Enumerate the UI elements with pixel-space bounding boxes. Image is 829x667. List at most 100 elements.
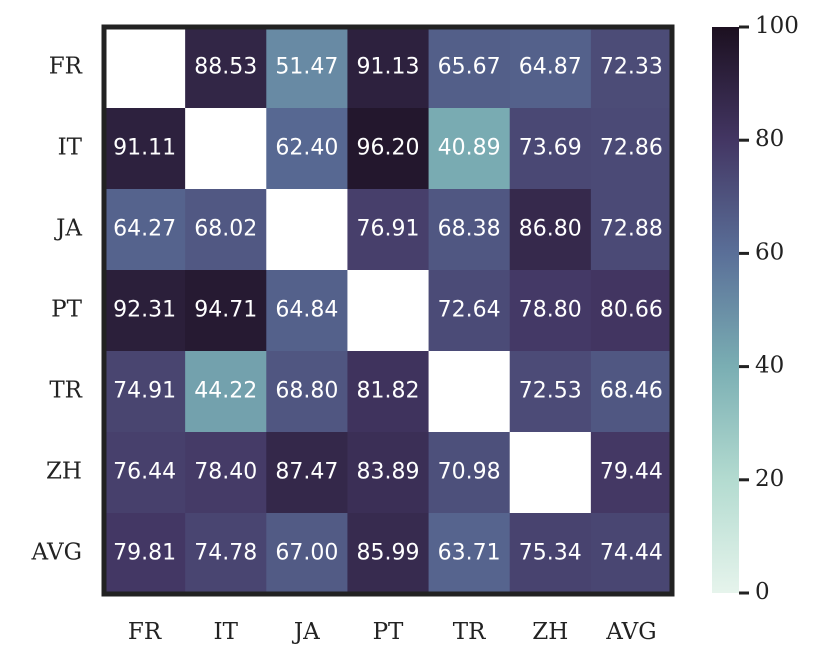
empty-cell bbox=[104, 27, 186, 109]
heatmap-cell bbox=[266, 270, 348, 352]
colorbar-tick-label: 0 bbox=[755, 579, 770, 605]
heatmap-cell bbox=[104, 270, 186, 352]
heatmap-cell bbox=[590, 189, 673, 271]
cell-label: 79.81 bbox=[113, 541, 176, 566]
cell-label: 68.02 bbox=[194, 217, 257, 242]
heatmap-cell bbox=[347, 351, 430, 433]
cell-label: 91.11 bbox=[113, 136, 176, 161]
cell-label: 79.44 bbox=[600, 460, 663, 485]
heatmap-cell bbox=[509, 108, 592, 190]
cell-label: 64.84 bbox=[275, 298, 338, 323]
empty-cell bbox=[266, 189, 348, 271]
heatmap-border bbox=[101, 24, 675, 597]
heatmap-cell bbox=[185, 189, 267, 271]
colorbar-tick-label: 40 bbox=[755, 353, 784, 379]
colorbar-tick-label: 80 bbox=[755, 126, 784, 152]
cell-label: 78.80 bbox=[519, 298, 582, 323]
heatmap-cell bbox=[104, 108, 186, 190]
cell-label: 72.88 bbox=[600, 217, 663, 242]
y-tick-label: ZH bbox=[46, 459, 82, 485]
heatmap-cell bbox=[266, 27, 348, 109]
empty-cell bbox=[509, 432, 592, 514]
x-tick-label: PT bbox=[373, 619, 404, 645]
heatmap-cell bbox=[509, 513, 592, 595]
heatmap-cell bbox=[590, 27, 673, 109]
heatmap-cell bbox=[428, 432, 511, 514]
cell-label: 72.53 bbox=[519, 379, 582, 404]
heatmap-cell bbox=[428, 27, 511, 109]
heatmap-cell bbox=[185, 351, 267, 433]
cell-label: 78.40 bbox=[194, 460, 257, 485]
heatmap-cell bbox=[266, 513, 348, 595]
cell-label: 40.89 bbox=[438, 136, 501, 161]
cell-label: 44.22 bbox=[194, 379, 257, 404]
heatmap-cell bbox=[428, 108, 511, 190]
cell-label: 87.47 bbox=[275, 460, 338, 485]
heatmap-cell bbox=[347, 27, 430, 109]
cell-label: 75.34 bbox=[519, 541, 582, 566]
colorbar-tick-label: 20 bbox=[755, 466, 784, 492]
cell-label: 72.33 bbox=[600, 55, 663, 80]
cell-label: 62.40 bbox=[275, 136, 338, 161]
cell-label: 74.78 bbox=[194, 541, 257, 566]
cell-label: 76.91 bbox=[357, 217, 420, 242]
empty-cell bbox=[185, 108, 267, 190]
cell-label: 68.38 bbox=[438, 217, 501, 242]
cell-label: 51.47 bbox=[275, 55, 338, 80]
heatmap-cell bbox=[509, 270, 592, 352]
cell-label: 74.44 bbox=[600, 541, 663, 566]
y-tick-label: PT bbox=[51, 297, 82, 323]
heatmap-cell bbox=[509, 351, 592, 433]
y-tick-label: AVG bbox=[31, 540, 82, 566]
heatmap-cell bbox=[509, 189, 592, 271]
heatmap-cell bbox=[428, 189, 511, 271]
heatmap-cell bbox=[185, 513, 267, 595]
cell-label: 76.44 bbox=[113, 460, 176, 485]
heatmap-cell bbox=[347, 108, 430, 190]
heatmap-cell bbox=[104, 351, 186, 433]
heatmap-cell bbox=[347, 189, 430, 271]
cell-label: 65.67 bbox=[438, 55, 501, 80]
x-tick-label: FR bbox=[128, 619, 162, 645]
heatmap-cell bbox=[185, 432, 267, 514]
heatmap-cell bbox=[428, 513, 511, 595]
heatmap-cell bbox=[590, 351, 673, 433]
heatmap-cell bbox=[266, 108, 348, 190]
cell-label: 86.80 bbox=[519, 217, 582, 242]
cell-label: 64.27 bbox=[113, 217, 176, 242]
cell-label: 67.00 bbox=[275, 541, 338, 566]
heatmap-cell bbox=[347, 432, 430, 514]
heatmap-cell bbox=[185, 27, 267, 109]
cell-label: 85.99 bbox=[357, 541, 420, 566]
y-tick-label: JA bbox=[54, 216, 82, 242]
cell-label: 68.46 bbox=[600, 379, 663, 404]
x-tick-label: JA bbox=[292, 619, 320, 645]
heatmap-cell bbox=[104, 189, 186, 271]
heatmap-cell bbox=[509, 27, 592, 109]
cell-label: 81.82 bbox=[357, 379, 420, 404]
cell-label: 94.71 bbox=[194, 298, 257, 323]
colorbar bbox=[712, 27, 739, 593]
x-tick-label: ZH bbox=[532, 619, 568, 645]
heatmap-cell bbox=[104, 513, 186, 595]
cell-label: 96.20 bbox=[357, 136, 420, 161]
cell-label: 80.66 bbox=[600, 298, 663, 323]
y-tick-label: TR bbox=[49, 378, 82, 404]
x-tick-label: IT bbox=[213, 619, 238, 645]
y-tick-label: FR bbox=[49, 54, 83, 80]
cell-label: 91.13 bbox=[357, 55, 420, 80]
cell-label: 74.91 bbox=[113, 379, 176, 404]
heatmap-cell bbox=[185, 270, 267, 352]
heatmap-cell bbox=[266, 432, 348, 514]
cell-label: 72.86 bbox=[600, 136, 663, 161]
cell-label: 73.69 bbox=[519, 136, 582, 161]
heatmap-cell bbox=[590, 432, 673, 514]
x-tick-label: AVG bbox=[605, 619, 656, 645]
heatmap-cell bbox=[428, 270, 511, 352]
colorbar-tick-label: 100 bbox=[755, 13, 799, 39]
y-tick-label: IT bbox=[58, 135, 83, 161]
empty-cell bbox=[428, 351, 511, 433]
cell-label: 88.53 bbox=[194, 55, 257, 80]
cell-label: 72.64 bbox=[438, 298, 501, 323]
